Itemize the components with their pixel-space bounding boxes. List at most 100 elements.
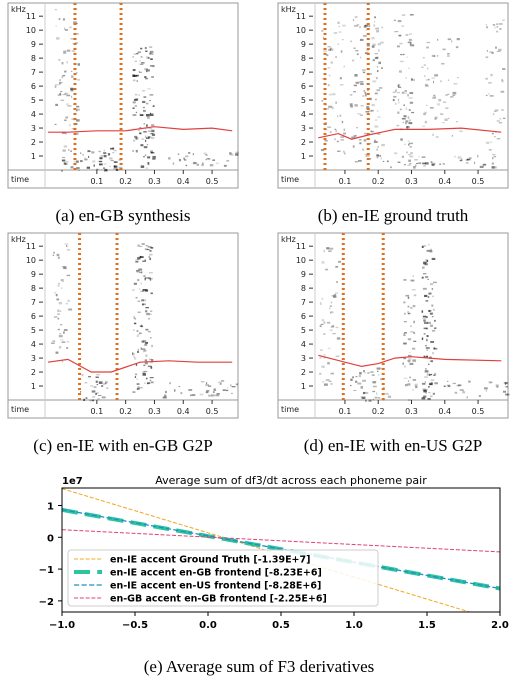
spectrogram-texture xyxy=(401,14,406,16)
spectrogram-texture xyxy=(205,382,208,385)
spectrogram-texture xyxy=(208,385,212,387)
spectrogram-texture xyxy=(337,43,340,45)
spectrogram-texture xyxy=(152,155,156,159)
panel-frame xyxy=(277,2,509,189)
spectrogram-texture xyxy=(421,156,426,158)
spectrogram-texture xyxy=(329,305,332,307)
spectrogram-texture xyxy=(139,332,142,335)
spectrogram-texture xyxy=(64,29,68,31)
spectrogram-texture xyxy=(96,392,99,394)
y-tick-label: 4 xyxy=(31,340,36,349)
spectrogram-texture xyxy=(331,295,336,297)
spectrogram-texture xyxy=(142,288,147,291)
spectrogram-texture xyxy=(490,141,493,143)
spectrogram-texture xyxy=(504,383,506,385)
spectrogram-texture xyxy=(149,50,154,54)
spectrogram-texture xyxy=(212,159,216,161)
spectrogram-texture xyxy=(423,327,428,330)
spectrogram-texture xyxy=(394,31,399,33)
spectrogram-texture xyxy=(328,48,332,51)
spectrogram-texture xyxy=(376,70,379,73)
spectrogram-texture xyxy=(407,41,412,44)
spectrogram-texture xyxy=(229,152,232,155)
panel-frame xyxy=(7,2,239,189)
x-tick-label: 0.2 xyxy=(119,177,132,186)
spectrogram-texture xyxy=(73,160,77,163)
spectrogram-texture xyxy=(485,77,488,80)
spectrogram-texture xyxy=(496,386,499,388)
spectrogram-texture xyxy=(422,382,426,385)
y-tick-label: 9 xyxy=(31,270,36,279)
spectrogram-texture xyxy=(376,367,381,370)
spectrogram-texture xyxy=(370,371,374,373)
spectrogram-texture xyxy=(365,399,367,402)
spectrogram-texture xyxy=(88,155,90,158)
spectrogram-texture xyxy=(424,376,428,379)
spectrogram-texture xyxy=(320,149,325,152)
y-tick-label: 8 xyxy=(301,54,306,63)
spectrogram-texture xyxy=(137,278,140,282)
spectrogram-texture xyxy=(353,47,356,49)
spectrogram-texture xyxy=(407,296,410,299)
spectrogram-texture xyxy=(55,293,58,297)
spectrogram-texture xyxy=(411,347,416,350)
spectrogram-texture xyxy=(428,391,431,394)
spectrogram-texture xyxy=(426,335,429,338)
spectrogram-texture xyxy=(404,384,408,387)
spectrogram-texture xyxy=(501,19,505,22)
spectrogram-texture xyxy=(133,282,137,285)
spectrogram-texture xyxy=(74,132,79,135)
spectrogram-texture xyxy=(133,316,136,319)
spectrogram-texture xyxy=(143,156,145,158)
spectrogram-texture xyxy=(495,46,497,49)
spectrogram-texture xyxy=(98,160,103,163)
spectrogram-texture xyxy=(235,383,238,386)
spectrogram-texture xyxy=(144,277,147,281)
spectrogram-texture xyxy=(403,342,407,345)
spectrogram-texture xyxy=(376,56,379,59)
spectrogram-texture xyxy=(398,34,402,37)
spectrogram-texture xyxy=(146,124,148,127)
spectrogram-texture xyxy=(485,26,489,29)
spectrogram-texture xyxy=(139,127,142,129)
spectrogram-texture xyxy=(338,31,342,33)
spectrogram-texture xyxy=(140,282,142,285)
spectrogram-texture xyxy=(133,322,137,325)
spectrogram-texture xyxy=(362,95,365,97)
spectrogram-texture xyxy=(430,248,433,252)
spectrogram-texture xyxy=(407,310,410,314)
spectrogram-texture xyxy=(337,150,341,152)
spectrogram-texture xyxy=(144,359,148,362)
spectrogram-texture xyxy=(85,397,88,399)
spectrogram-texture xyxy=(135,137,138,140)
spectrogram-texture xyxy=(84,157,86,159)
y-tick-label: 1 xyxy=(31,382,36,391)
spectrogram-texture xyxy=(230,153,234,156)
spectrogram-texture xyxy=(322,36,325,39)
spectrogram-texture xyxy=(360,386,364,389)
spectrogram-texture xyxy=(374,56,379,60)
y-tick-label: 10 xyxy=(26,26,36,35)
spectrogram-texture xyxy=(148,317,150,320)
spectrogram-texture xyxy=(231,386,236,388)
spectrogram-texture xyxy=(132,114,137,116)
y-tick-label: 5 xyxy=(31,96,36,105)
spectrogram-texture xyxy=(208,394,212,397)
spectrogram-texture xyxy=(397,98,400,101)
spectrogram-texture xyxy=(136,53,139,55)
spectrogram-texture xyxy=(501,80,504,83)
y-tick-label: 5 xyxy=(301,96,306,105)
x-tick-label: 1.5 xyxy=(418,620,436,631)
spectrogram-texture xyxy=(149,46,153,48)
spectrogram-texture xyxy=(97,394,102,396)
spectrogram-texture xyxy=(325,268,329,271)
spectrogram-texture xyxy=(359,372,362,375)
spectrogram-texture xyxy=(432,308,435,311)
y-tick-label: 10 xyxy=(26,256,36,265)
x-tick-label: 0.1 xyxy=(339,177,352,186)
spectrogram-texture xyxy=(406,56,409,58)
spectrogram-texture xyxy=(409,376,411,379)
spectrogram-texture xyxy=(413,331,416,334)
spectrogram-texture xyxy=(143,122,145,125)
spectrogram-texture xyxy=(467,158,471,161)
